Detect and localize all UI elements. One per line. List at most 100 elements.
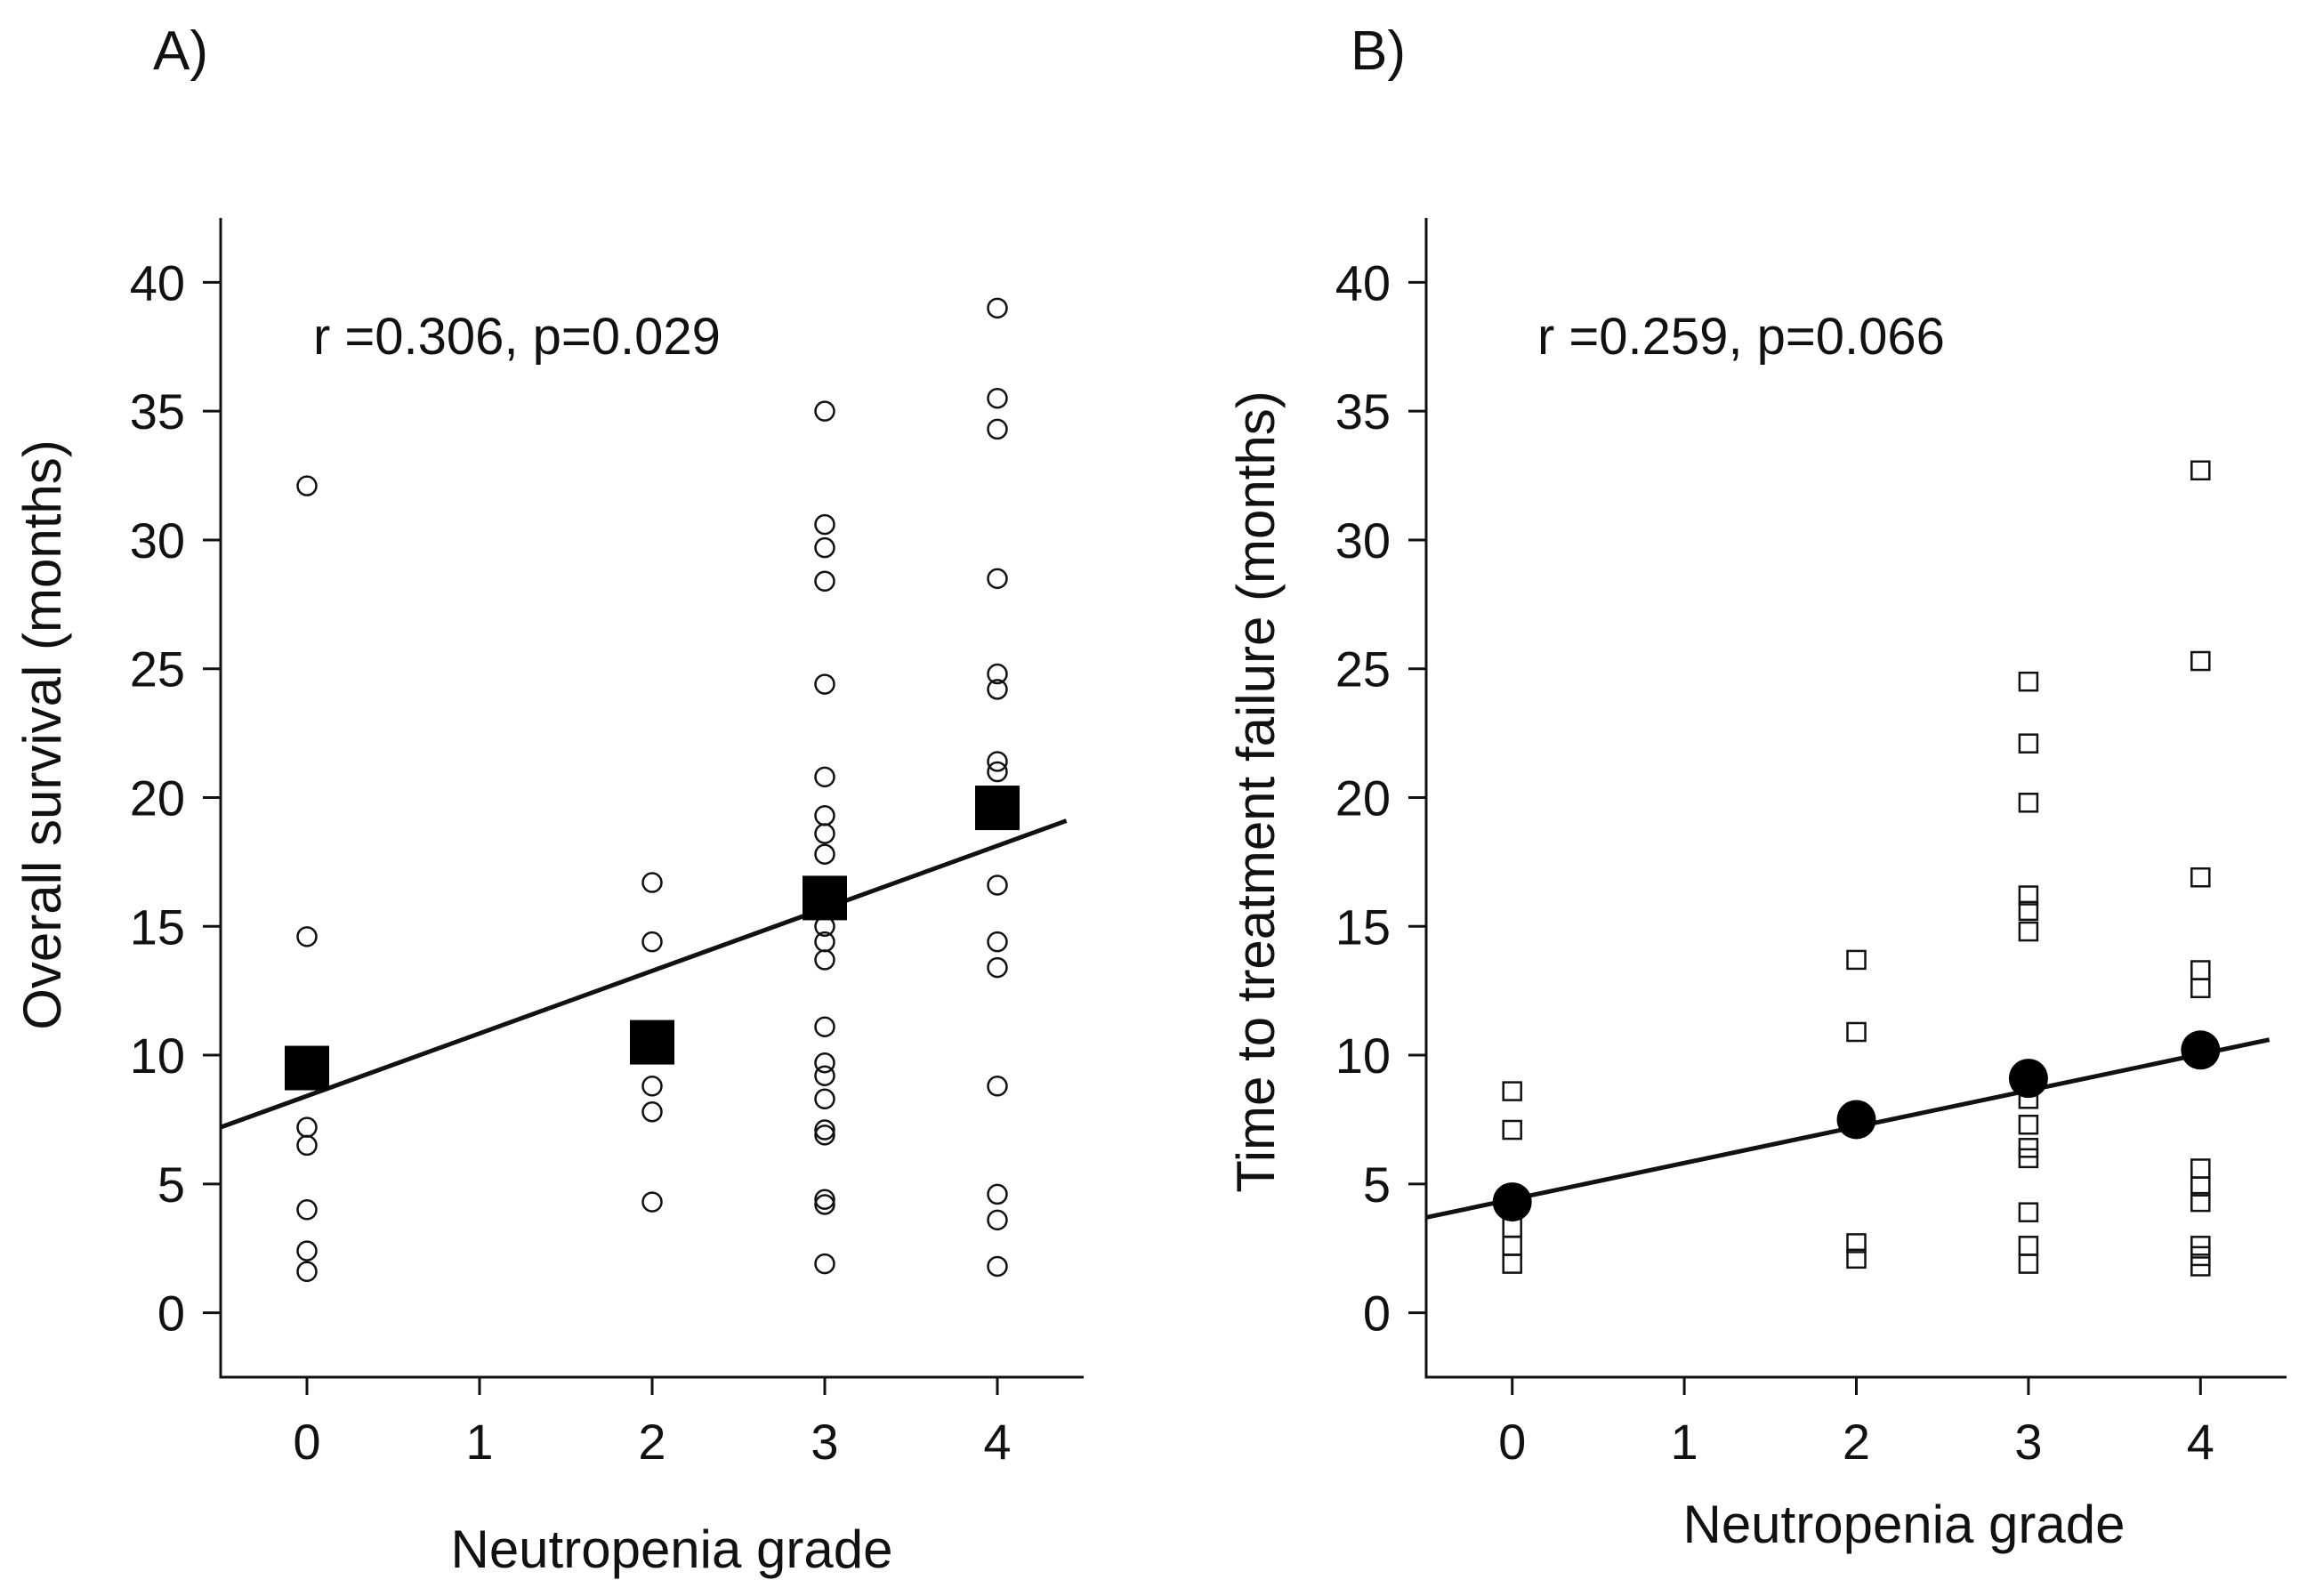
- panel-a-data-point: [987, 418, 1008, 440]
- panel-b-means: [1492, 1030, 2221, 1222]
- panel-b-data-point: [2018, 733, 2039, 754]
- panel-b-y-tick-label: 25: [1335, 641, 1391, 697]
- panel-b-data-point: [1502, 1119, 1522, 1141]
- panel-b-axes: [1424, 218, 2287, 1379]
- panel-a-data-point: [814, 1124, 835, 1146]
- panel-b-data-point: [2018, 793, 2039, 813]
- panel-a-data-point: [814, 843, 835, 865]
- panel-a-x-tick-label: 2: [638, 1414, 665, 1470]
- panel-a-data-point: [987, 761, 1008, 783]
- panel-a-data-point: [814, 1052, 835, 1074]
- panel-a-y-tick-label: 30: [130, 512, 185, 568]
- panel-a-data-point: [814, 766, 835, 788]
- panel-b-y-axis-title: Time to treatment failure (months): [1226, 391, 1286, 1192]
- panel-b-group-mean: [1836, 1100, 1876, 1140]
- panel-b-group-mean: [2008, 1059, 2048, 1099]
- panel-b-group-mean: [1492, 1182, 1532, 1222]
- panel-a-y-tick-label: 10: [130, 1028, 185, 1084]
- panel-b-x-tick-label: 0: [1498, 1414, 1526, 1470]
- panel-a-data-point: [987, 568, 1008, 590]
- panel-a-data-point: [814, 1253, 835, 1275]
- panel-a-y-tick-label: 25: [130, 641, 185, 697]
- panel-a-x-axis-title: Neutropenia grade: [450, 1519, 892, 1579]
- panel-b-data-point: [2018, 1148, 2039, 1169]
- panel-a-data-point: [814, 1189, 835, 1210]
- panel-a-data-point: [987, 663, 1008, 685]
- panel-a-label: A): [153, 20, 208, 82]
- panel-a-ticks: 0 5 10 15 20 25 30 35 40 0 1 2 3 4: [130, 254, 1012, 1470]
- panel-b-y-tick-label: 40: [1335, 254, 1391, 310]
- panel-a-y-tick-label: 20: [130, 770, 185, 826]
- panel-b-x-tick-label: 2: [1843, 1414, 1870, 1470]
- panel-a-data-point: [296, 1134, 318, 1157]
- panel-b-label: B): [1351, 20, 1406, 82]
- panel-a-data-point: [987, 931, 1008, 953]
- panel-a-group-mean: [285, 1045, 329, 1091]
- panel-a-data-point: [987, 751, 1008, 772]
- panel-b-data-point: [2190, 978, 2211, 999]
- panel-a-data-point: [814, 400, 835, 422]
- panel-b-data-point: [2018, 1202, 2039, 1222]
- panel-b-y-tick-label: 0: [1363, 1286, 1391, 1342]
- panel-a-data-point: [296, 1261, 318, 1283]
- panel-b-data-point: [2018, 900, 2039, 922]
- panel-b-y-tick-label: 35: [1335, 383, 1391, 439]
- panel-b-data-point: [2018, 1114, 2039, 1135]
- panel-a-data-point: [987, 875, 1008, 896]
- panel-a-data-point: [814, 673, 835, 695]
- panel-a-group-mean: [975, 786, 1020, 831]
- panel-a-annotation: r =0.306, p=0.029: [313, 308, 721, 366]
- panel-a-data-point: [641, 1076, 663, 1097]
- panel-b-y-tick-label: 30: [1335, 512, 1391, 568]
- panel-a-data-point: [296, 1240, 318, 1261]
- panel-b-x-axis-title: Neutropenia grade: [1682, 1495, 2125, 1554]
- panel-b-data-point: [2190, 1245, 2211, 1267]
- panel-a-data-point: [814, 1194, 835, 1215]
- panel-b-data-point: [2190, 460, 2211, 481]
- panel-a-data-point: [987, 956, 1008, 979]
- panel-a-data-point: [641, 1191, 663, 1213]
- panel-a-data-point: [814, 805, 835, 826]
- panel-b-annotation: r =0.259, p=0.066: [1537, 308, 1945, 366]
- panel-b-x-tick-label: 1: [1671, 1414, 1698, 1470]
- panel-b-data-point: [1502, 1081, 1522, 1101]
- panel-a-y-tick-label: 15: [130, 899, 185, 955]
- panel-a-data-point: [814, 1119, 835, 1141]
- panel-a-y-tick-label: 0: [157, 1286, 185, 1342]
- panel-a-data-point: [987, 1183, 1008, 1205]
- panel-b-data-point: [2190, 1236, 2211, 1256]
- panel-a-y-tick-label: 35: [130, 383, 185, 439]
- panel-a-data-point: [641, 1101, 663, 1123]
- panel-a-data-point: [814, 949, 835, 971]
- panel-b-data-point: [2190, 867, 2211, 888]
- panel-a-group-mean: [630, 1020, 674, 1065]
- panel-a-data-point: [296, 475, 318, 496]
- panel-b-data-point: [2190, 1191, 2211, 1213]
- panel-a-data-point: [814, 513, 835, 536]
- panel-a-data-point: [641, 931, 663, 953]
- panel-b-data-point: [2018, 921, 2039, 942]
- panel-b-data-point: [2018, 671, 2039, 692]
- panel-b-data-point: [2018, 1138, 2039, 1158]
- panel-b-data-point: [1846, 1233, 1867, 1253]
- panel-a-y-tick-label: 40: [130, 254, 185, 310]
- panel-a-means: [285, 786, 1020, 1091]
- panel-a-data-point: [814, 1065, 835, 1086]
- panel-a-data-point: [814, 1088, 835, 1110]
- panel-b-data-point: [2190, 960, 2211, 980]
- panel-b-data-point: [2018, 885, 2039, 906]
- panel-b-data-point: [2190, 650, 2211, 672]
- panel-a-data-point: [641, 872, 663, 893]
- panel-b-data-point: [2018, 1236, 2039, 1256]
- panel-b-y-tick-label: 5: [1363, 1157, 1391, 1213]
- panel-a-regression: [220, 818, 1068, 1130]
- panel-a-x-tick-label: 1: [465, 1414, 493, 1470]
- panel-a-regression-line: [220, 818, 1068, 1130]
- panel-a-x-tick-label: 0: [293, 1414, 320, 1470]
- panel-a: A) r =0.306, p=0.029 Neutropenia grade O…: [12, 20, 1084, 1579]
- panel-a-data-point: [987, 679, 1008, 700]
- panel-a-data-point: [296, 1116, 318, 1138]
- panel-b-data-point: [1846, 1021, 1867, 1043]
- panel-b-x-tick-label: 4: [2187, 1414, 2214, 1470]
